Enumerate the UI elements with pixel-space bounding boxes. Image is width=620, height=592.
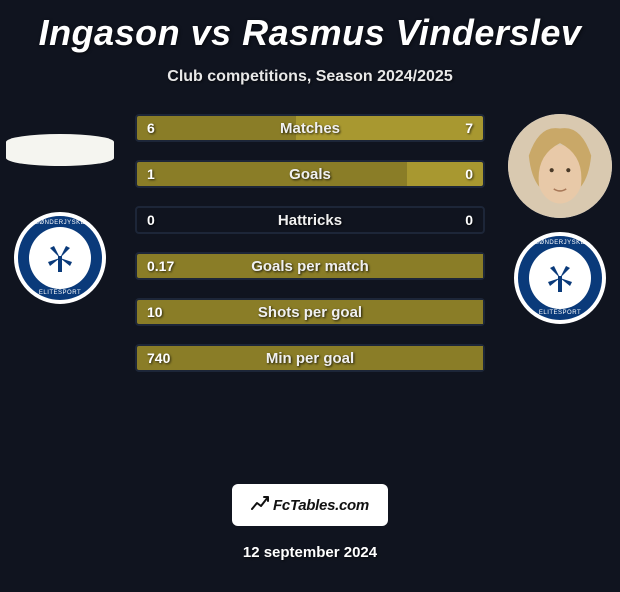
date-text: 12 september 2024 xyxy=(0,544,620,561)
stat-label: Goals xyxy=(137,166,483,183)
fctables-logo: FcTables.com xyxy=(232,484,388,526)
subtitle: Club competitions, Season 2024/2025 xyxy=(0,68,620,86)
club-ring-text-bottom: ELITESPORT xyxy=(39,290,81,296)
comparison-panel: SØNDERJYSKE ELITESPORT xyxy=(0,114,620,474)
stat-row: 0.17Goals per match xyxy=(135,252,485,280)
stat-bars: 67Matches 10Goals 00Hattricks 0.17Goals per… xyxy=(135,114,485,372)
club-windmill-icon xyxy=(540,258,580,298)
stat-row: 10Shots per goal xyxy=(135,298,485,326)
player-left-avatar xyxy=(6,134,114,166)
stat-label: Hattricks xyxy=(137,212,483,229)
stat-row: 67Matches xyxy=(135,114,485,142)
stat-label: Min per goal xyxy=(137,350,483,367)
player-left-column: SØNDERJYSKE ELITESPORT xyxy=(0,114,120,304)
chart-up-icon xyxy=(251,496,269,514)
club-ring-text-top: SØNDERJYSKE xyxy=(535,240,585,246)
club-badge-inner xyxy=(29,227,91,289)
player-left-club-badge: SØNDERJYSKE ELITESPORT xyxy=(14,212,106,304)
club-badge-inner xyxy=(529,247,591,309)
player-right-club-badge: SØNDERJYSKE ELITESPORT xyxy=(514,232,606,324)
stat-label: Goals per match xyxy=(137,258,483,275)
stat-row: 740Min per goal xyxy=(135,344,485,372)
stat-row: 00Hattricks xyxy=(135,206,485,234)
player-right-face-icon xyxy=(508,114,612,218)
stat-label: Matches xyxy=(137,120,483,137)
player-right-column: SØNDERJYSKE ELITESPORT xyxy=(500,114,620,324)
club-windmill-icon xyxy=(40,238,80,278)
footer-brand-text: FcTables.com xyxy=(273,497,369,514)
stat-row: 10Goals xyxy=(135,160,485,188)
club-ring-text-top: SØNDERJYSKE xyxy=(35,220,85,226)
page-title: Ingason vs Rasmus Vinderslev xyxy=(0,12,620,54)
stat-label: Shots per goal xyxy=(137,304,483,321)
player-right-avatar xyxy=(508,114,612,218)
club-ring-text-bottom: ELITESPORT xyxy=(539,310,581,316)
